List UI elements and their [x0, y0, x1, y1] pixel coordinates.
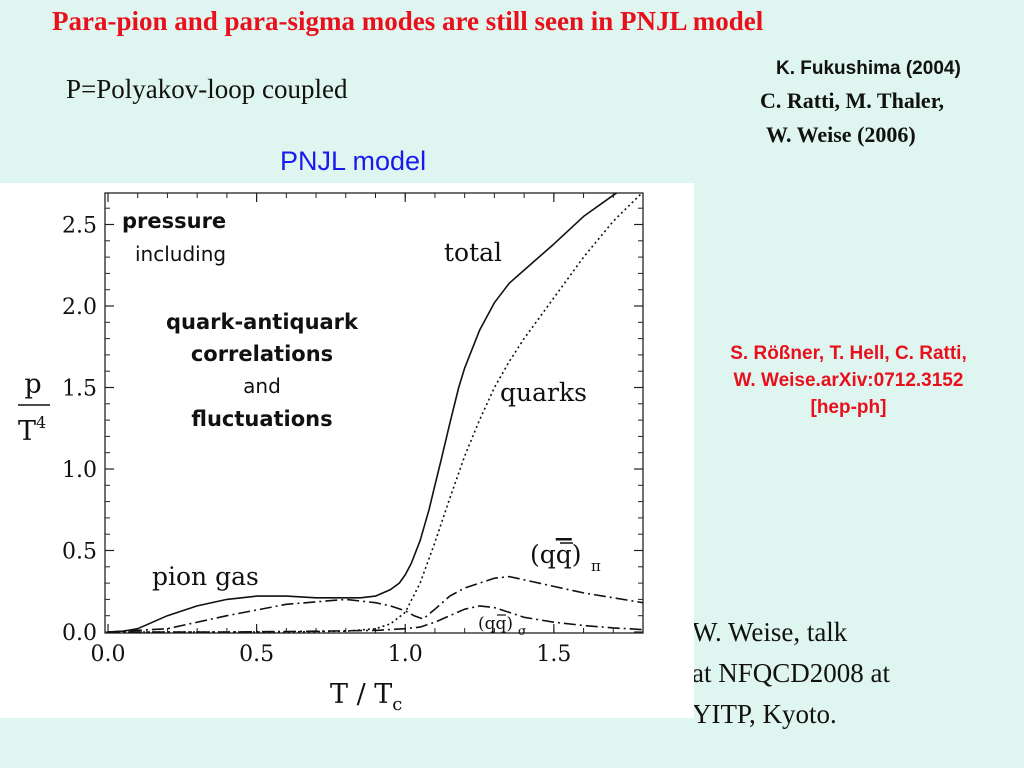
reference-ratti-line2: W. Weise (2006)	[766, 122, 916, 147]
annotation-quark-antiquark: quark-antiquark	[166, 310, 359, 334]
qq-sigma-bar: q	[496, 614, 507, 634]
y-axis-label-numerator: p	[24, 369, 41, 400]
annotation-qq-pi: (qq) π	[530, 540, 601, 575]
x-tick-label: 0.5	[239, 642, 274, 667]
x-tick-label: 1.0	[388, 642, 423, 667]
y-tick-label: 0.5	[62, 540, 97, 565]
qq-pi-subscript: π	[591, 557, 601, 575]
qq-sigma-subscript: σ	[518, 624, 526, 638]
svg-text:(qq): (qq)	[478, 614, 513, 634]
series-line-4	[108, 605, 643, 633]
series-line-1	[107, 193, 619, 633]
annotation-qq-sigma: (qq) σ	[478, 614, 526, 638]
x-tick-label: 0.0	[91, 642, 126, 667]
annotation-pressure: pressure	[122, 209, 226, 233]
reference-ratti-line1: C. Ratti, M. Thaler,	[760, 88, 944, 113]
talk-note-line: W. Weise, talk	[692, 617, 848, 647]
y-axis-label-denominator: T4	[18, 413, 46, 447]
annotation-fluctuations: fluctuations	[191, 407, 332, 431]
reference-fukushima: K. Fukushima (2004)	[776, 58, 961, 79]
talk-note: W. Weise, talk at NFQCD2008 at YITP, Kyo…	[692, 612, 890, 735]
reference-rossner-line: W. Weise.arXiv:0712.3152	[733, 370, 964, 391]
axes: 0.0 0.5 1.0 1.5 2.0 2.5 0.0 0.5 1.0 1.5	[62, 192, 644, 667]
x-axis-label-subscript: c	[392, 694, 402, 715]
reference-rossner-line: [hep-ph]	[810, 397, 887, 418]
talk-note-line: at NFQCD2008 at	[692, 658, 890, 688]
talk-note-line: YITP, Kyoto.	[692, 699, 837, 729]
series-group	[107, 193, 643, 633]
slide-title: Para-pion and para-sigma modes are still…	[52, 6, 764, 36]
model-label: PNJL model	[280, 146, 427, 176]
y-tick-label: 0.0	[62, 621, 97, 646]
reference-rossner: S. Rößner, T. Hell, C. Ratti, W. Weise.a…	[676, 340, 1021, 421]
annotation-quarks: quarks	[500, 378, 587, 407]
series-line-2	[108, 193, 643, 633]
qq-sigma-close: )	[506, 614, 513, 634]
annotation-correlations: correlations	[191, 342, 333, 366]
pressure-chart: 0.00.51.01.52.02.50.0 0.5 1.0 1.5 pressure …	[18, 192, 644, 715]
qq-sigma-open: (q	[478, 614, 496, 634]
y-tick-label: 1.0	[62, 458, 97, 483]
y-tick-label: 2.5	[62, 214, 97, 239]
annotation-including: including	[135, 242, 226, 266]
series-line-3	[107, 575, 643, 633]
qq-pi-bar: q	[556, 540, 572, 569]
y-tick-label: 2.0	[62, 295, 97, 320]
plot-frame	[104, 192, 644, 634]
qq-pi-close: )	[572, 540, 582, 569]
svg-text:(qq): (qq)	[530, 540, 582, 569]
x-tick-label: 1.5	[536, 642, 571, 667]
x-axis-label: T / Tc	[330, 679, 402, 715]
annotation-total: total	[444, 238, 502, 267]
y-axis-label-exponent: 4	[36, 413, 46, 432]
annotation-pion-gas: pion gas	[152, 562, 259, 591]
reference-rossner-line: S. Rößner, T. Hell, C. Ratti,	[730, 343, 967, 364]
annotation-and: and	[243, 374, 281, 398]
qq-pi-open: (q	[530, 540, 556, 569]
slide-subtitle: P=Polyakov-loop coupled	[66, 74, 348, 104]
y-tick-label: 1.5	[62, 377, 97, 402]
plot-panel: 0.0 0.5 1.0 1.5 2.0 2.5 0.0 0.5 1.0 1.5 pressure …	[0, 183, 694, 718]
